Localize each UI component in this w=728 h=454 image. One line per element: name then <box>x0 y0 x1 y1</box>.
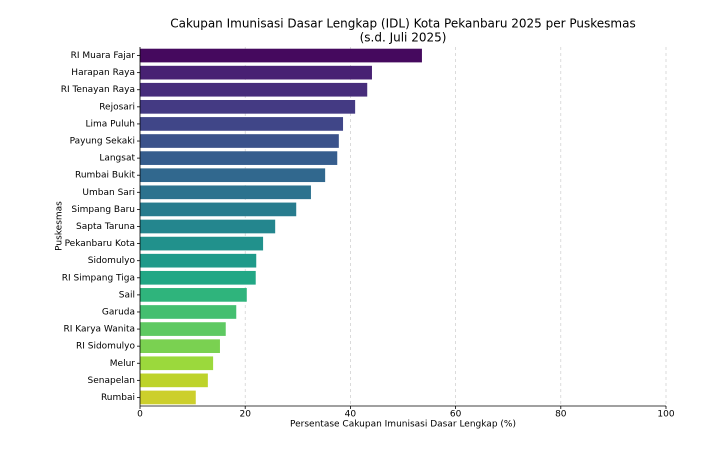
bar <box>140 82 368 97</box>
x-axis-label: Persentase Cakupan Imunisasi Dasar Lengk… <box>290 420 516 430</box>
y-tick-label: RI Karya Wanita <box>63 325 135 335</box>
y-tick-label: Umban Sari <box>82 188 135 198</box>
y-tick-label: Senapelan <box>88 376 135 386</box>
y-tick-label: Harapan Raya <box>71 68 135 78</box>
bar <box>140 305 237 319</box>
bar <box>140 373 208 388</box>
bar <box>140 151 338 165</box>
bar <box>140 219 276 234</box>
chart-subtitle: (s.d. Juli 2025) <box>360 31 447 45</box>
y-tick-label: Rejosari <box>99 102 135 112</box>
bar <box>140 236 264 251</box>
x-tick-label: 20 <box>239 410 251 420</box>
bar <box>140 339 220 354</box>
bar <box>140 288 247 302</box>
bar <box>140 253 257 268</box>
y-tick-label: Simpang Baru <box>71 205 135 215</box>
x-tick-label: 40 <box>345 410 357 420</box>
y-tick-label: RI Tenayan Raya <box>61 85 135 95</box>
y-axis-label: Puskesmas <box>55 201 65 251</box>
y-tick-label: Lima Puluh <box>85 119 135 129</box>
y-tick-label: RI Simpang Tiga <box>62 273 135 283</box>
x-tick-label: 100 <box>657 410 674 420</box>
x-tick-label: 60 <box>450 410 462 420</box>
y-tick-label: Garuda <box>102 307 135 317</box>
y-tick-label: RI Sidomulyo <box>76 342 135 352</box>
y-tick-label: Payung Sekaki <box>70 137 135 147</box>
x-tick-label: 0 <box>137 410 143 420</box>
bar <box>140 134 339 148</box>
bar <box>140 202 297 217</box>
y-tick-label: Sapta Taruna <box>76 222 135 232</box>
bar <box>140 322 226 336</box>
y-tick-label: Pekanbaru Kota <box>65 239 135 249</box>
y-tick-label: RI Muara Fajar <box>71 51 136 61</box>
y-tick-label: Melur <box>110 359 136 369</box>
chart-title: Cakupan Imunisasi Dasar Lengkap (IDL) Ko… <box>170 17 635 31</box>
bar <box>140 65 372 80</box>
bar <box>140 168 326 183</box>
y-tick-label: Sail <box>119 290 135 300</box>
bar <box>140 390 196 405</box>
bar <box>140 117 344 131</box>
bar <box>140 48 422 63</box>
y-tick-label: Rumbai <box>101 393 135 403</box>
bar <box>140 270 256 285</box>
bar <box>140 99 356 114</box>
x-tick-label: 80 <box>555 410 567 420</box>
y-tick-label: Rumbai Bukit <box>75 171 136 181</box>
y-tick-label: Sidomulyo <box>88 256 136 266</box>
bar <box>140 185 311 200</box>
bar <box>140 356 214 371</box>
y-tick-label: Langsat <box>99 154 135 164</box>
